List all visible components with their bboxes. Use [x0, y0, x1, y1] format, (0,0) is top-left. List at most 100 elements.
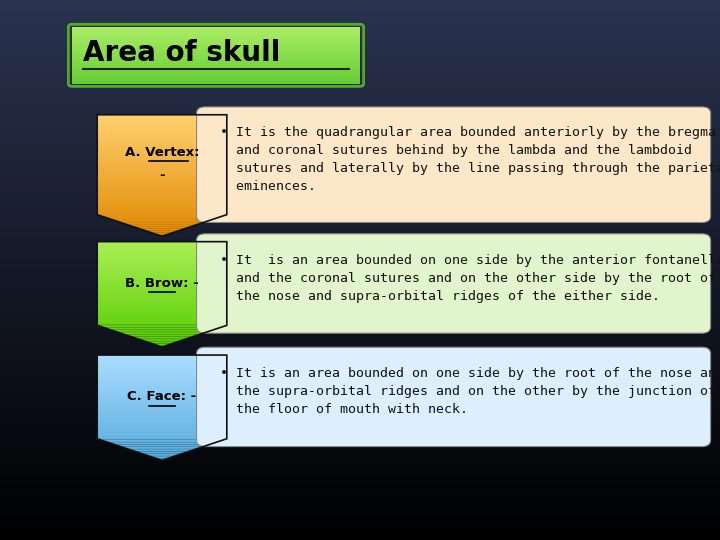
- Bar: [0, 489, 720, 491]
- Polygon shape: [97, 427, 227, 429]
- Bar: [0, 300, 720, 302]
- Bar: [0, 324, 720, 327]
- Bar: [0, 167, 720, 170]
- Bar: [0, 362, 720, 364]
- Bar: [0, 178, 720, 181]
- Bar: [72, 79, 360, 80]
- Polygon shape: [97, 202, 227, 204]
- Polygon shape: [97, 401, 227, 402]
- Polygon shape: [97, 181, 227, 184]
- Bar: [0, 432, 720, 435]
- Polygon shape: [97, 298, 227, 300]
- Bar: [0, 86, 720, 89]
- Bar: [0, 286, 720, 289]
- Bar: [0, 130, 720, 132]
- Bar: [0, 230, 720, 232]
- Polygon shape: [97, 244, 227, 245]
- Polygon shape: [135, 338, 189, 340]
- Polygon shape: [120, 333, 204, 335]
- Bar: [72, 28, 360, 29]
- Polygon shape: [97, 324, 227, 326]
- Polygon shape: [97, 315, 227, 317]
- Bar: [0, 381, 720, 383]
- Polygon shape: [132, 226, 192, 228]
- Polygon shape: [97, 282, 227, 284]
- Polygon shape: [157, 345, 167, 347]
- Bar: [0, 170, 720, 173]
- Polygon shape: [97, 208, 227, 210]
- Bar: [0, 367, 720, 370]
- Polygon shape: [97, 422, 227, 423]
- Polygon shape: [97, 434, 227, 436]
- Polygon shape: [97, 397, 227, 399]
- Polygon shape: [97, 275, 227, 276]
- Bar: [72, 27, 360, 28]
- Bar: [72, 80, 360, 82]
- Bar: [0, 254, 720, 256]
- Bar: [72, 57, 360, 58]
- Bar: [0, 232, 720, 235]
- Bar: [0, 14, 720, 16]
- Bar: [0, 343, 720, 346]
- Polygon shape: [151, 457, 173, 458]
- Polygon shape: [97, 125, 227, 127]
- Polygon shape: [97, 364, 227, 366]
- Bar: [72, 56, 360, 57]
- Bar: [0, 194, 720, 197]
- Polygon shape: [97, 429, 227, 430]
- Polygon shape: [97, 376, 227, 378]
- Bar: [0, 294, 720, 297]
- Bar: [0, 124, 720, 127]
- Bar: [0, 38, 720, 40]
- Bar: [0, 65, 720, 68]
- Bar: [0, 338, 720, 340]
- Polygon shape: [97, 192, 227, 194]
- Polygon shape: [97, 279, 227, 280]
- Polygon shape: [102, 216, 222, 218]
- Bar: [0, 27, 720, 30]
- Polygon shape: [97, 385, 227, 387]
- Polygon shape: [156, 234, 168, 237]
- Bar: [0, 246, 720, 248]
- Bar: [0, 389, 720, 392]
- Polygon shape: [97, 305, 227, 307]
- Text: C. Face: -: C. Face: -: [127, 390, 197, 403]
- Bar: [0, 251, 720, 254]
- Polygon shape: [97, 287, 227, 289]
- Bar: [72, 71, 360, 72]
- Bar: [0, 289, 720, 292]
- Text: Area of skull: Area of skull: [83, 39, 280, 66]
- Bar: [0, 100, 720, 103]
- Polygon shape: [97, 157, 227, 159]
- Bar: [72, 65, 360, 67]
- Bar: [0, 176, 720, 178]
- Polygon shape: [157, 458, 167, 460]
- Bar: [0, 446, 720, 448]
- Bar: [0, 84, 720, 86]
- Bar: [0, 494, 720, 497]
- Polygon shape: [97, 301, 227, 303]
- Polygon shape: [97, 121, 227, 123]
- Bar: [0, 327, 720, 329]
- Polygon shape: [97, 145, 227, 147]
- Polygon shape: [107, 218, 217, 220]
- Bar: [0, 8, 720, 11]
- Text: • It is an area bounded on one side by the root of the nose and
  the supra-orbi: • It is an area bounded on one side by t…: [220, 367, 720, 416]
- Bar: [72, 82, 360, 83]
- Polygon shape: [97, 426, 227, 427]
- Polygon shape: [97, 198, 227, 200]
- Bar: [0, 400, 720, 402]
- Bar: [0, 35, 720, 38]
- Bar: [0, 508, 720, 510]
- Bar: [0, 103, 720, 105]
- Bar: [0, 418, 720, 421]
- Bar: [0, 216, 720, 219]
- Bar: [0, 375, 720, 378]
- Bar: [0, 3, 720, 5]
- Bar: [0, 275, 720, 278]
- Bar: [0, 467, 720, 470]
- Polygon shape: [99, 440, 225, 441]
- Bar: [0, 70, 720, 73]
- Bar: [0, 186, 720, 189]
- Polygon shape: [97, 255, 227, 258]
